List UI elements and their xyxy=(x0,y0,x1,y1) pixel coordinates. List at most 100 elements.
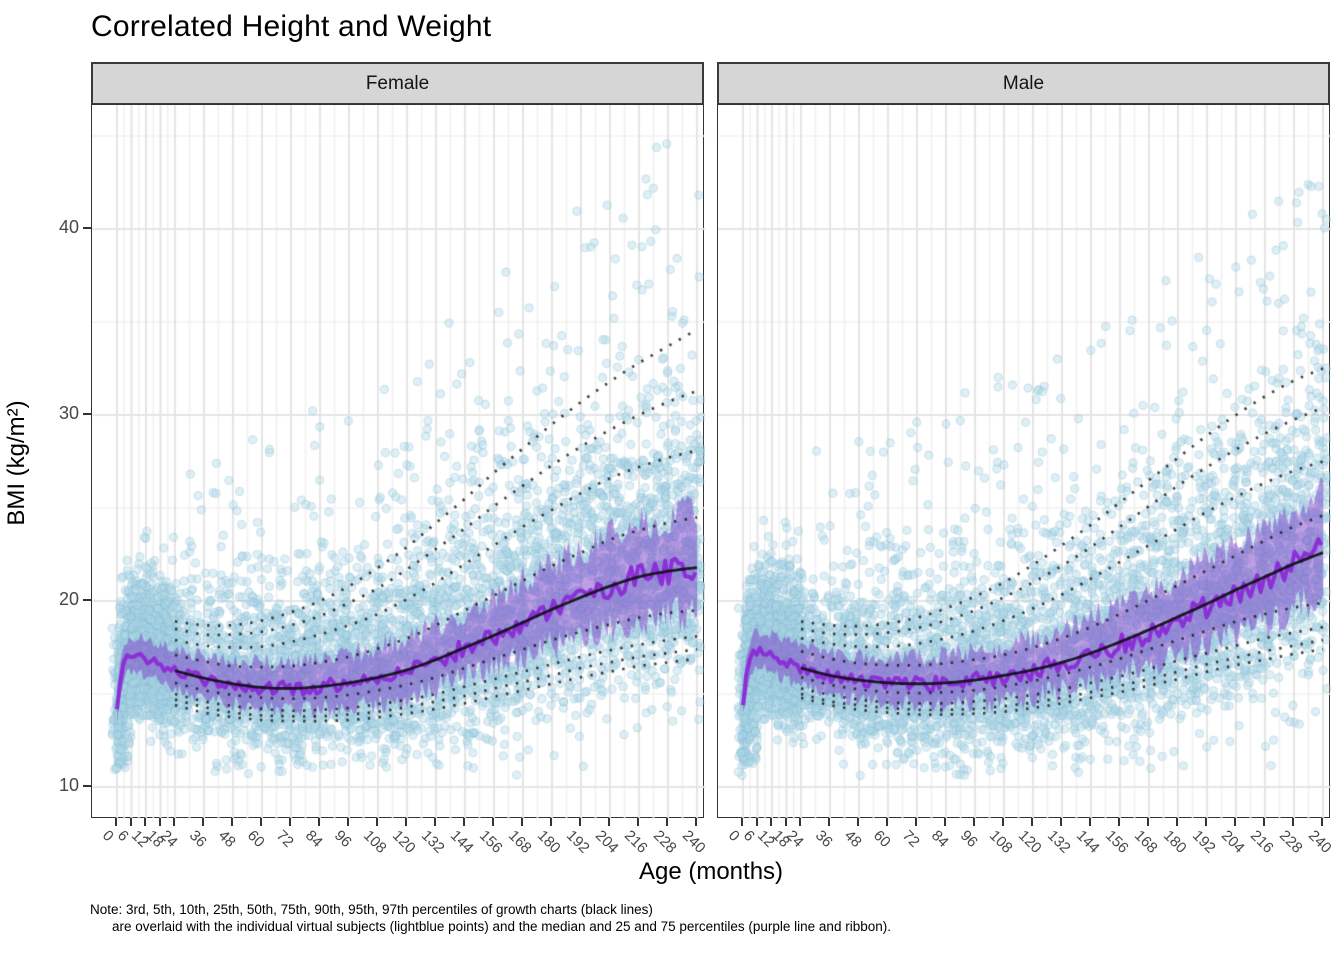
x-axis-tick-label: 216 xyxy=(1246,827,1277,857)
x-axis-tick-label: 84 xyxy=(301,827,326,851)
x-axis-tick xyxy=(1176,818,1178,826)
x-axis-tick xyxy=(434,818,436,826)
x-axis-tick xyxy=(144,818,146,826)
x-axis-tick xyxy=(666,818,668,826)
x-axis-tick-label: 132 xyxy=(1043,827,1074,857)
y-axis-tick-label: 40 xyxy=(58,217,79,237)
x-axis-tick xyxy=(550,818,552,826)
x-axis-tick xyxy=(828,818,830,826)
x-axis-tick-label: 180 xyxy=(533,827,564,857)
x-axis-tick-label: 240 xyxy=(1304,827,1335,857)
x-axis-tick-label: 48 xyxy=(840,827,865,851)
figure-note: Note: 3rd, 5th, 10th, 25th, 50th, 75th, … xyxy=(90,901,891,935)
x-axis-tick-label: 72 xyxy=(898,827,923,851)
x-axis-tick xyxy=(158,818,161,826)
x-axis-tick-label: 24 xyxy=(782,827,807,851)
x-axis-tick-label: 132 xyxy=(417,827,448,857)
facet-strip-label: Female xyxy=(365,72,430,94)
x-axis-tick xyxy=(1118,818,1120,826)
x-axis-tick-label: 144 xyxy=(1072,827,1103,857)
x-axis-tick xyxy=(202,818,204,826)
x-axis-tick-label: 192 xyxy=(1188,827,1219,857)
x-axis-tick xyxy=(784,818,787,826)
x-axis-tick-label: 60 xyxy=(869,827,894,851)
x-axis-tick xyxy=(1002,818,1004,826)
y-axis-tick xyxy=(83,227,91,229)
x-axis-tick xyxy=(260,818,262,826)
x-axis-tick xyxy=(857,818,859,826)
x-axis-title: Age (months) xyxy=(638,858,784,885)
x-axis-tick xyxy=(1060,818,1062,826)
panel-female xyxy=(91,104,705,819)
x-axis-tick-label: 192 xyxy=(562,827,593,857)
x-axis-tick-label: 156 xyxy=(475,827,506,857)
x-axis-tick-label: 36 xyxy=(185,827,210,851)
x-axis-tick xyxy=(318,818,320,826)
x-axis-tick xyxy=(741,818,743,826)
x-axis-tick xyxy=(637,818,639,826)
x-axis-tick xyxy=(1089,818,1091,826)
x-axis-tick xyxy=(231,818,233,826)
x-axis-tick xyxy=(1031,818,1033,826)
y-axis-title: BMI (kg/m²) xyxy=(3,400,30,526)
x-axis-tick xyxy=(608,818,610,826)
x-axis-tick-label: 240 xyxy=(678,827,709,857)
x-axis-tick xyxy=(755,818,758,826)
x-axis-tick xyxy=(1292,818,1294,826)
x-axis-tick xyxy=(405,818,407,826)
x-axis-tick-label: 168 xyxy=(504,827,535,857)
x-axis-tick xyxy=(1147,818,1149,826)
x-axis-tick-label: 72 xyxy=(272,827,297,851)
x-axis-tick xyxy=(579,818,581,826)
x-axis-tick xyxy=(1263,818,1265,826)
x-axis-tick-label: 6 xyxy=(113,827,132,845)
y-axis-tick-label: 30 xyxy=(58,403,79,423)
x-axis-tick-label: 108 xyxy=(985,827,1016,857)
x-axis-tick-label: 228 xyxy=(1275,827,1306,857)
plot-title: Correlated Height and Weight xyxy=(91,10,492,43)
x-axis-tick xyxy=(915,818,917,826)
x-axis-tick xyxy=(129,818,132,826)
x-axis-tick-label: 96 xyxy=(330,827,355,851)
y-axis-tick xyxy=(83,785,91,787)
x-axis-tick-label: 36 xyxy=(811,827,836,851)
x-axis-tick xyxy=(1321,818,1323,826)
figure-note-line1: Note: 3rd, 5th, 10th, 25th, 50th, 75th, … xyxy=(90,902,653,917)
facet-strip-label: Male xyxy=(1002,72,1045,94)
x-axis-tick xyxy=(115,818,117,826)
x-axis-tick xyxy=(886,818,888,826)
x-axis-tick xyxy=(376,818,378,826)
x-axis-tick xyxy=(944,818,946,826)
x-axis-tick-label: 0 xyxy=(98,827,117,845)
panel-canvas-male xyxy=(718,105,1331,819)
y-axis-tick xyxy=(83,413,91,415)
y-axis-tick-label: 10 xyxy=(58,775,79,795)
x-axis-tick-label: 6 xyxy=(739,827,758,845)
x-axis-tick xyxy=(799,818,801,826)
x-axis-tick-label: 144 xyxy=(446,827,477,857)
facet-strip-male: Male xyxy=(717,62,1330,105)
figure-note-line2: are overlaid with the individual virtual… xyxy=(112,919,891,934)
x-axis-tick-label: 180 xyxy=(1159,827,1190,857)
x-axis-tick xyxy=(521,818,523,826)
x-axis-tick xyxy=(973,818,975,826)
x-axis-tick-label: 216 xyxy=(620,827,651,857)
x-axis-tick xyxy=(289,818,291,826)
x-axis-tick-label: 24 xyxy=(156,827,181,851)
x-axis-tick-label: 60 xyxy=(243,827,268,851)
x-axis-tick-label: 228 xyxy=(649,827,680,857)
x-axis-tick xyxy=(1234,818,1236,826)
y-axis-tick-label: 20 xyxy=(58,589,79,609)
x-axis-tick xyxy=(492,818,494,826)
x-axis-tick-label: 168 xyxy=(1130,827,1161,857)
facet-strip-female: Female xyxy=(91,62,704,105)
panel-canvas-female xyxy=(92,105,705,819)
x-axis-tick-label: 156 xyxy=(1101,827,1132,857)
x-axis-tick xyxy=(1205,818,1207,826)
x-axis-tick-label: 48 xyxy=(214,827,239,851)
x-axis-tick-label: 0 xyxy=(724,827,743,845)
x-axis-tick-label: 120 xyxy=(1014,827,1045,857)
x-axis-tick xyxy=(770,818,772,826)
x-axis-tick xyxy=(173,818,175,826)
